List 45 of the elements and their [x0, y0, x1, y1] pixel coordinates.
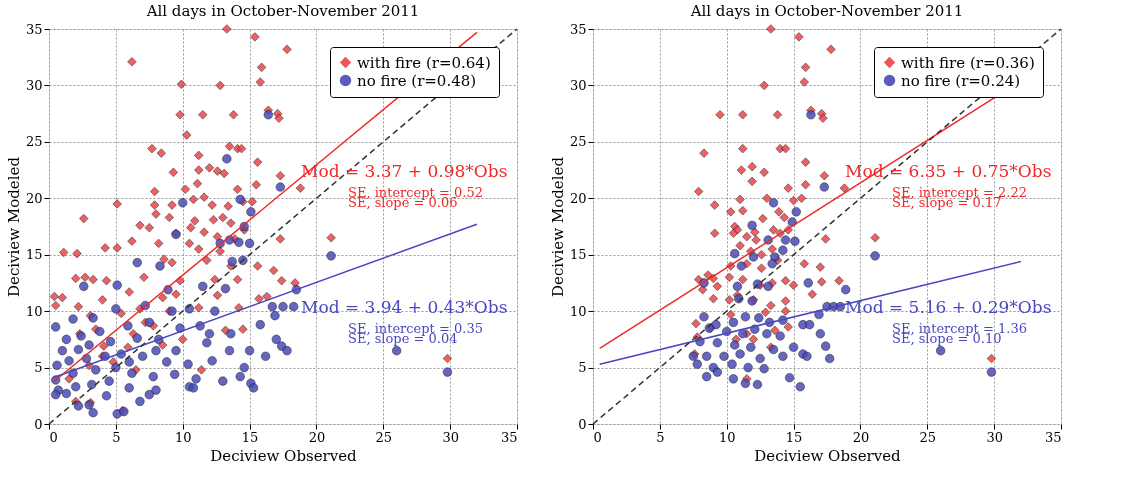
y-tick-label: 30	[569, 77, 587, 93]
y-tick-label: 25	[25, 134, 43, 150]
annotation: Mod = 5.16 + 0.29*Obs	[845, 297, 1052, 317]
x-tick-label: 35	[500, 429, 518, 445]
legend-label: with fire (r=0.64)	[357, 53, 491, 72]
y-tick-label: 20	[25, 190, 43, 206]
legend-label: no fire (r=0.48)	[357, 71, 477, 90]
x-tick-label: 0	[593, 429, 602, 445]
legend-label: with fire (r=0.36)	[901, 53, 1035, 72]
y-tick-label: 10	[25, 303, 43, 319]
x-tick-label: 0	[49, 429, 58, 445]
y-axis-title: Deciview Modeled	[4, 156, 23, 298]
x-axis-title: Deciview Observed	[754, 446, 902, 465]
legend-label: no fire (r=0.24)	[901, 71, 1021, 90]
y-tick-label: 30	[25, 77, 43, 93]
y-tick-label: 25	[569, 134, 587, 150]
x-tick-label: 5	[112, 429, 121, 445]
x-tick-label: 30	[986, 429, 1003, 445]
x-tick-label: 15	[241, 429, 259, 445]
x-tick-label: 25	[919, 429, 937, 445]
chart-title: All days in October-November 2011	[689, 2, 964, 20]
y-tick-label: 10	[569, 303, 587, 319]
y-tick-label: 0	[578, 416, 587, 432]
x-tick-label: 10	[718, 429, 736, 445]
y-tick-label: 5	[578, 360, 587, 376]
chart-title: All days in October-November 2011	[145, 2, 420, 20]
annotation: Mod = 6.35 + 0.75*Obs	[845, 161, 1052, 181]
y-tick-label: 0	[34, 416, 43, 432]
x-tick-label: 15	[785, 429, 803, 445]
y-tick-label: 35	[25, 21, 43, 37]
x-tick-label: 10	[174, 429, 192, 445]
y-tick-label: 15	[569, 247, 587, 263]
y-tick-label: 5	[34, 360, 43, 376]
annotation: Mod = 3.94 + 0.43*Obs	[301, 297, 508, 317]
y-tick-label: 35	[569, 21, 587, 37]
x-tick-label: 20	[852, 429, 870, 445]
x-tick-label: 5	[656, 429, 665, 445]
x-tick-label: 30	[442, 429, 459, 445]
x-tick-label: 20	[308, 429, 326, 445]
x-axis-title: Deciview Observed	[210, 446, 358, 465]
x-tick-label: 35	[1044, 429, 1062, 445]
y-axis-title: Deciview Modeled	[548, 156, 567, 298]
x-tick-label: 25	[375, 429, 393, 445]
y-tick-label: 15	[25, 247, 43, 263]
y-tick-label: 20	[569, 190, 587, 206]
